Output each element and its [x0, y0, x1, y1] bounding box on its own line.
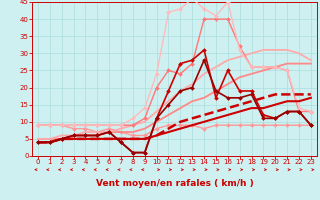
X-axis label: Vent moyen/en rafales ( km/h ): Vent moyen/en rafales ( km/h ) — [96, 179, 253, 188]
